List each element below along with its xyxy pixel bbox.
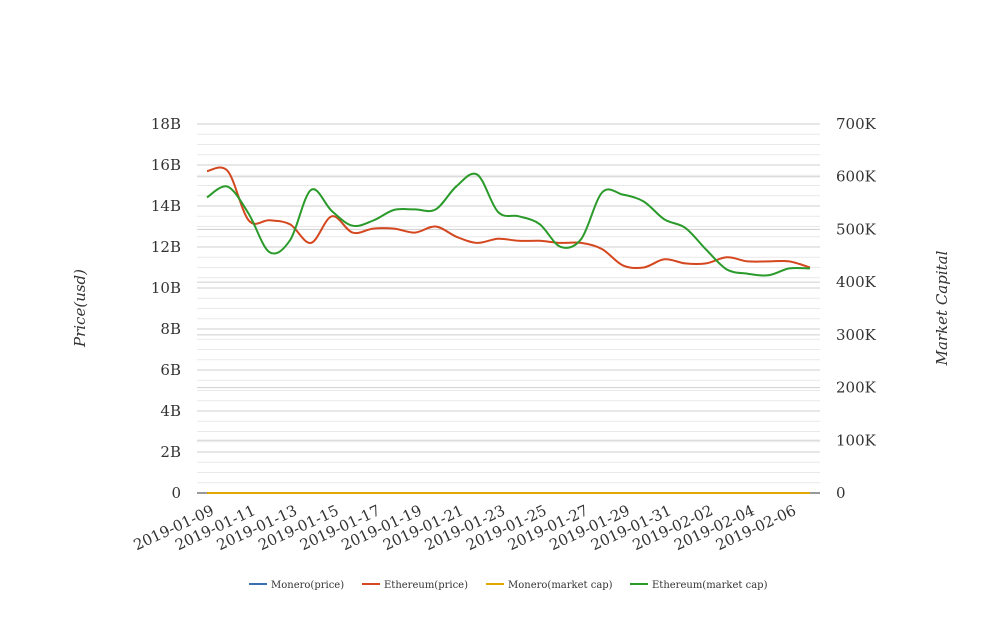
- y-right-tick-label: 500K: [836, 220, 877, 238]
- y-left-tick-label: 0: [171, 484, 181, 502]
- y-right-tick-label: 100K: [836, 431, 877, 449]
- y-left-tick-label: 14B: [151, 197, 181, 215]
- y-axis-left-title: Price(usd): [71, 269, 89, 348]
- series-line-ethereum-price: [206, 166, 811, 270]
- right-axis-ticks: 0 100K 200K 300K 400K 500K 600K 700K: [836, 115, 877, 502]
- legend: Monero(price) Ethereum(price) Monero(marke…: [249, 580, 768, 591]
- y-left-tick-label: 4B: [160, 402, 181, 420]
- y-left-tick-label: 2B: [160, 443, 181, 461]
- legend-label: Monero(market cap): [508, 580, 613, 591]
- y-right-tick-label: 400K: [836, 273, 877, 291]
- legend-label: Monero(price): [271, 580, 344, 591]
- left-axis-ticks: 0 2B 4B 6B 8B 10B 12B 14B 16B 18B: [151, 115, 181, 502]
- legend-label: Ethereum(market cap): [652, 580, 768, 591]
- y-axis-right-title: Market Capital: [933, 250, 951, 366]
- y-left-tick-label: 16B: [151, 156, 181, 174]
- series-layer: [206, 166, 811, 495]
- y-right-tick-label: 0: [836, 484, 846, 502]
- y-left-tick-label: 6B: [160, 361, 181, 379]
- y-right-tick-label: 600K: [836, 168, 877, 186]
- legend-label: Ethereum(price): [384, 580, 468, 591]
- y-right-tick-label: 700K: [836, 115, 877, 133]
- series-line-ethereum-market-cap: [206, 172, 811, 277]
- x-axis-ticks: 2019-01-092019-01-112019-01-132019-01-15…: [131, 501, 799, 554]
- y-left-tick-label: 18B: [151, 115, 181, 133]
- y-left-tick-label: 10B: [151, 279, 181, 297]
- y-left-tick-label: 8B: [160, 320, 181, 338]
- y-left-tick-label: 12B: [151, 238, 181, 256]
- y-right-tick-label: 300K: [836, 326, 877, 344]
- y-right-tick-label: 200K: [836, 379, 877, 397]
- grid-layer: [197, 123, 820, 494]
